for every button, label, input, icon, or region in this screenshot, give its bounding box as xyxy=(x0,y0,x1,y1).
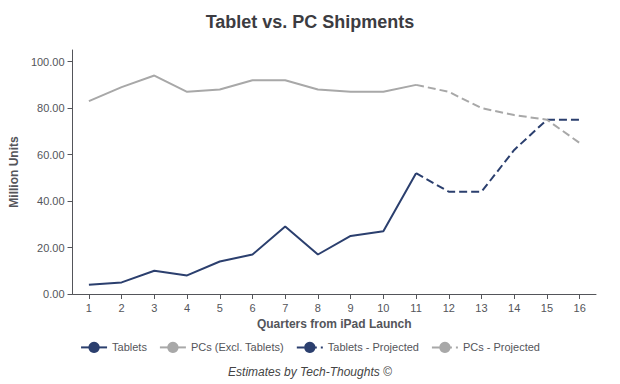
svg-text:Million Units: Million Units xyxy=(7,136,21,208)
svg-text:PCs - Projected: PCs - Projected xyxy=(463,341,540,353)
svg-text:13: 13 xyxy=(475,302,487,314)
svg-text:3: 3 xyxy=(151,302,157,314)
svg-text:6: 6 xyxy=(249,302,255,314)
svg-text:15: 15 xyxy=(541,302,553,314)
svg-text:14: 14 xyxy=(508,302,520,314)
svg-text:8: 8 xyxy=(315,302,321,314)
svg-text:10: 10 xyxy=(377,302,389,314)
svg-text:Tablet vs. PC Shipments: Tablet vs. PC Shipments xyxy=(206,12,415,32)
svg-text:0.00: 0.00 xyxy=(43,288,64,300)
svg-text:16: 16 xyxy=(574,302,586,314)
svg-text:2: 2 xyxy=(119,302,125,314)
svg-text:5: 5 xyxy=(217,302,223,314)
svg-text:80.00: 80.00 xyxy=(37,102,65,114)
svg-text:60.00: 60.00 xyxy=(37,149,65,161)
svg-text:40.00: 40.00 xyxy=(37,195,65,207)
svg-text:Estimates by Tech-Thoughts ©: Estimates by Tech-Thoughts © xyxy=(228,365,392,379)
svg-text:9: 9 xyxy=(348,302,354,314)
svg-text:11: 11 xyxy=(410,302,421,314)
svg-text:PCs (Excl. Tablets): PCs (Excl. Tablets) xyxy=(191,341,284,353)
svg-text:Tablets: Tablets xyxy=(112,341,147,353)
svg-text:7: 7 xyxy=(282,302,288,314)
svg-text:Quarters from iPad Launch: Quarters from iPad Launch xyxy=(257,317,412,331)
svg-text:20.00: 20.00 xyxy=(37,242,65,254)
svg-text:12: 12 xyxy=(443,302,455,314)
svg-text:Tablets - Projected: Tablets - Projected xyxy=(328,341,419,353)
svg-text:100.00: 100.00 xyxy=(31,56,65,68)
svg-text:4: 4 xyxy=(184,302,190,314)
svg-text:1: 1 xyxy=(86,302,92,314)
